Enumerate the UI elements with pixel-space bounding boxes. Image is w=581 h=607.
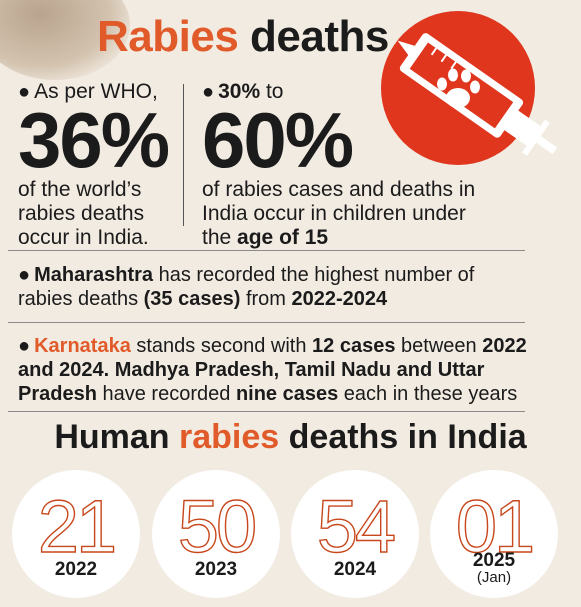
year-label: 2022 <box>54 559 98 580</box>
stat-left-lead: As per WHO, <box>34 80 158 103</box>
bullet: ● <box>18 264 31 286</box>
stat-children: ● 30% to 60% of rabies cases and deaths i… <box>202 80 492 250</box>
page-title: Rabies deaths <box>97 12 389 62</box>
year-circle-2025: 01 2025 (Jan) <box>430 470 558 598</box>
year-circle-2023: 50 2023 <box>152 470 280 598</box>
stat-right-lead-bold: 30% <box>218 80 261 103</box>
stat-right-description-bold: age of 15 <box>237 226 329 249</box>
stat-right-description: of rabies cases and deaths in India occu… <box>202 178 476 249</box>
section-title: Human rabies deaths in India <box>54 418 527 456</box>
divider <box>8 411 525 412</box>
maharashtra-state: Maharashtra <box>34 264 154 286</box>
stat-right-value: 60% <box>202 96 354 184</box>
bullet: ● <box>18 335 31 357</box>
year-sublabel: (Jan) <box>476 569 512 586</box>
death-count: 54 <box>316 484 397 568</box>
year-circle-2022: 21 2022 <box>12 470 140 598</box>
title-accent: Rabies <box>97 12 239 61</box>
karnataka-paragraph: ● Karnataka stands second with 12 cases b… <box>18 335 527 405</box>
stat-who: ● As per WHO, 36% of the world’s rabies d… <box>18 80 183 250</box>
maharashtra-paragraph: ● Maharashtra has recorded the highest nu… <box>18 264 475 310</box>
title-rest: deaths <box>250 12 389 61</box>
stat-left-value: 36% <box>18 96 170 184</box>
vertical-divider <box>183 84 184 226</box>
stat-left-description: of the world’s rabies deaths occur in In… <box>18 178 149 249</box>
divider <box>8 250 525 251</box>
bullet: ● <box>202 81 215 103</box>
death-count: 21 <box>37 484 118 568</box>
syringe-with-paw-icon <box>381 11 558 165</box>
death-count: 50 <box>177 484 258 568</box>
karnataka-state: Karnataka <box>34 335 131 357</box>
year-label: 2025 <box>472 550 516 571</box>
bullet: ● <box>18 81 31 103</box>
year-label: 2023 <box>194 559 238 580</box>
death-count: 01 <box>455 484 536 568</box>
year-label: 2024 <box>333 559 377 580</box>
year-circle-2024: 54 2024 <box>291 470 419 598</box>
stat-right-lead-rest: to <box>265 80 284 103</box>
divider <box>8 322 525 323</box>
